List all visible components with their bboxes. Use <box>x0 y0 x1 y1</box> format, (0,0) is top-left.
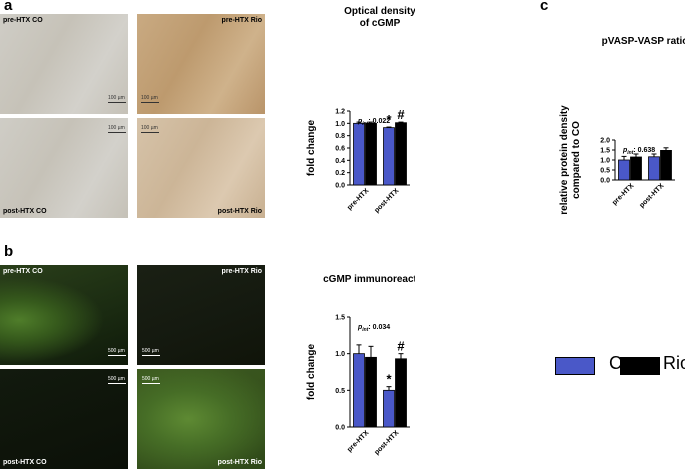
chart-b: cGMP immunoreactivity fold change 0.0 0.5 1.… <box>306 274 415 456</box>
chart-title: cGMP immunoreactivity <box>323 274 415 285</box>
panel-letter-a: a <box>4 0 13 14</box>
micrograph-a-post-co: post-HTX CO 100 µm <box>0 118 128 218</box>
panel-letter-b: b <box>4 243 14 260</box>
scale-bar <box>142 355 160 356</box>
panel-letter-c: c <box>540 0 549 14</box>
scale-label: 100 µm <box>141 125 158 131</box>
bar <box>660 149 672 181</box>
micrograph-a-pre-rio: pre-HTX Rio 100 µm <box>137 14 265 114</box>
bar <box>383 127 395 186</box>
legend-swatch-rio <box>620 357 660 375</box>
scale-bar <box>108 132 126 133</box>
bar <box>383 389 395 428</box>
scale-bar <box>108 383 126 384</box>
bar <box>365 356 377 428</box>
bar <box>648 156 660 181</box>
micrograph-a-post-rio: post-HTX Rio 100 µm <box>137 118 265 218</box>
chart-title: of cGMP <box>360 18 401 29</box>
y-axis-label: compared to CO <box>571 121 582 199</box>
y-tick-label: 0.2 <box>335 170 345 177</box>
bar <box>618 159 630 181</box>
y-tick-label: 0.8 <box>335 133 345 140</box>
significance-marker: * <box>386 372 392 387</box>
legend-label-rio: Rio <box>663 353 685 373</box>
significance-marker: * <box>386 112 392 127</box>
y-tick-label: 1.0 <box>335 121 345 128</box>
bar <box>353 353 365 428</box>
scale-label: 100 µm <box>141 95 158 101</box>
scale-label: 100 µm <box>108 95 125 101</box>
p-interaction-label: pint: 0.638 <box>622 147 655 156</box>
scale-label: 500 µm <box>108 348 125 354</box>
scale-bar <box>108 102 126 103</box>
y-tick-label: 0.0 <box>335 425 345 432</box>
p-interaction-label: pint: 0.022 <box>357 118 390 127</box>
x-tick-label: post-HTX <box>638 182 665 209</box>
x-tick-label: pre-HTX <box>611 182 635 206</box>
x-tick-label: pre-HTX <box>346 187 370 211</box>
legend-swatch-co <box>555 357 595 375</box>
bar <box>365 122 377 186</box>
micrograph-b-pre-rio: pre-HTX Rio 500 µm <box>137 265 265 365</box>
chart-c: pVASP-VASP ratio relative protein density… <box>559 36 685 215</box>
y-axis-label: fold change <box>306 120 317 177</box>
bar <box>353 122 365 186</box>
x-tick-label: post-HTX <box>373 429 400 456</box>
y-tick-label: 0.0 <box>600 178 610 185</box>
chart-title: pVASP-VASP ratio <box>602 36 685 47</box>
y-tick-label: 2.0 <box>600 138 610 145</box>
y-axis-label: fold change <box>306 344 317 401</box>
scale-label: 500 µm <box>142 348 159 354</box>
bar <box>630 156 642 181</box>
significance-marker: # <box>397 339 405 354</box>
scale-bar <box>142 383 160 384</box>
x-tick-label: pre-HTX <box>346 429 370 453</box>
micrograph-b-pre-co: pre-HTX CO 500 µm <box>0 265 128 365</box>
micrograph-label: post-HTX Rio <box>217 208 262 215</box>
micrograph-a-pre-co: pre-HTX CO 100 µm <box>0 14 128 114</box>
micrograph-label: post-HTX Rio <box>217 459 262 466</box>
micrograph-b-post-rio: post-HTX Rio 500 µm <box>137 369 265 469</box>
y-axis-label: relative protein density <box>559 105 570 215</box>
scale-bar <box>141 132 159 133</box>
y-tick-label: 0.0 <box>335 183 345 190</box>
bar <box>395 358 407 428</box>
scale-label: 500 µm <box>108 376 125 382</box>
y-tick-label: 1.2 <box>335 109 345 116</box>
scale-bar <box>141 102 159 103</box>
micrograph-label: pre-HTX CO <box>3 268 43 275</box>
y-tick-label: 0.5 <box>600 168 610 175</box>
micrograph-b-post-co: post-HTX CO 500 µm <box>0 369 128 469</box>
significance-marker: # <box>397 107 405 122</box>
chart-title: Optical density <box>344 6 415 17</box>
micrograph-label: pre-HTX CO <box>3 17 43 24</box>
y-tick-label: 1.0 <box>600 158 610 165</box>
x-tick-label: post-HTX <box>373 187 400 214</box>
micrograph-label: pre-HTX Rio <box>221 17 262 24</box>
scale-bar <box>108 355 126 356</box>
bar <box>395 122 407 186</box>
y-tick-label: 0.6 <box>335 146 345 153</box>
p-interaction-label: pint: 0.034 <box>357 324 390 333</box>
y-tick-label: 0.4 <box>335 158 345 165</box>
y-tick-label: 1.5 <box>600 148 610 155</box>
micrograph-label: post-HTX CO <box>3 208 47 215</box>
y-tick-label: 1.0 <box>335 351 345 358</box>
scale-label: 500 µm <box>142 376 159 382</box>
y-tick-label: 1.5 <box>335 315 345 322</box>
y-tick-label: 0.5 <box>335 388 345 395</box>
micrograph-label: post-HTX CO <box>3 459 47 466</box>
scale-label: 100 µm <box>108 125 125 131</box>
micrograph-label: pre-HTX Rio <box>221 268 262 275</box>
